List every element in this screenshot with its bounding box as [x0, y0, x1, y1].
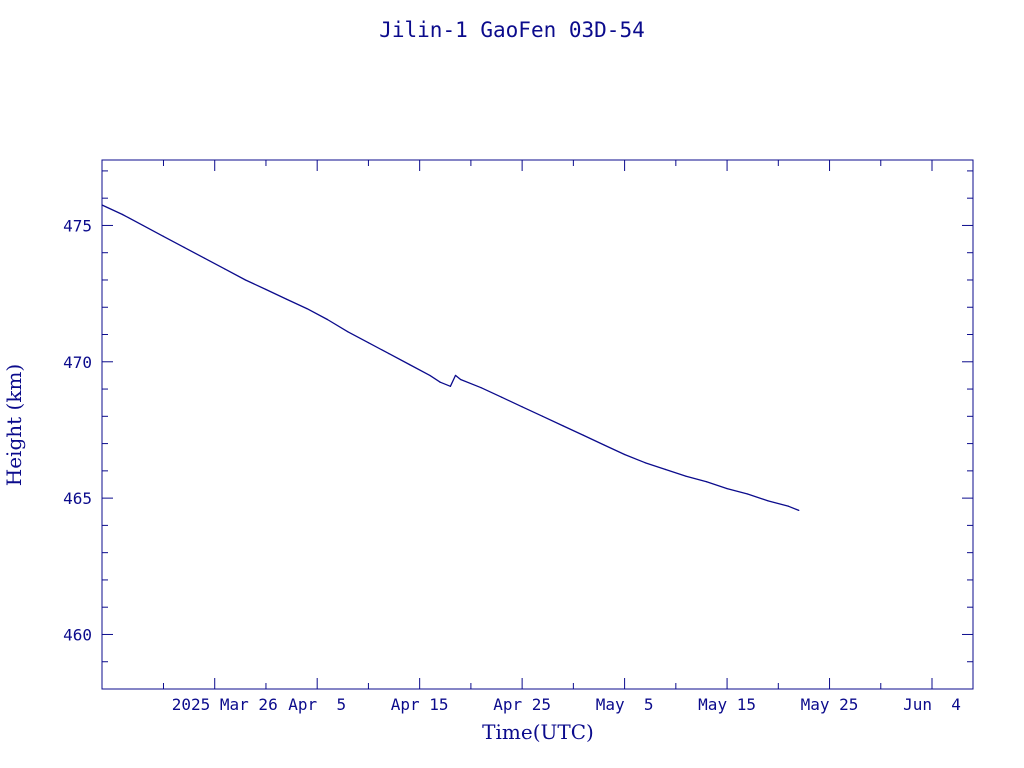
data-point	[183, 246, 185, 248]
data-point	[449, 385, 451, 387]
data-point	[664, 468, 667, 471]
data-point	[347, 331, 349, 333]
data-point	[306, 308, 308, 310]
data-point	[583, 434, 585, 437]
data-point	[480, 387, 482, 389]
data-point	[367, 342, 370, 344]
data-point	[767, 500, 769, 502]
data-point	[454, 374, 457, 377]
data-point	[521, 406, 523, 408]
y-axis-label: Height (km)	[2, 364, 26, 486]
y-tick-label: 460	[63, 625, 92, 644]
data-point	[408, 363, 411, 366]
data-point	[644, 462, 646, 464]
data-point	[162, 235, 165, 237]
y-tick-label: 465	[63, 489, 92, 508]
x-tick-label: Jun 4	[903, 695, 961, 714]
plot-area-frame	[101, 159, 974, 690]
data-point	[746, 493, 749, 495]
x-tick-label: May 25	[801, 695, 859, 714]
data-point	[787, 505, 790, 507]
data-point	[439, 381, 441, 383]
height-series-line	[101, 204, 800, 512]
data-point	[562, 425, 564, 427]
series-layer	[101, 204, 800, 512]
data-point	[224, 268, 226, 270]
data-point	[429, 374, 431, 377]
x-tick-label: 2025 Mar 26	[172, 695, 278, 714]
data-point	[501, 396, 503, 398]
data-point	[203, 257, 206, 259]
y-axis-ticks: 460 465 470 475	[63, 170, 973, 663]
data-point	[460, 378, 462, 381]
y-tick-label: 475	[63, 216, 92, 235]
data-point	[285, 298, 288, 300]
chart-title: Jilin-1 GaoFen 03D-54	[379, 18, 645, 42]
x-tick-label: May 15	[698, 695, 756, 714]
x-tick-label: May 5	[596, 695, 654, 714]
x-tick-label: Apr 5	[288, 695, 346, 714]
data-point	[326, 318, 329, 321]
data-point	[121, 213, 124, 216]
y-tick-label: 470	[63, 353, 92, 372]
data-point	[244, 279, 247, 281]
data-point	[624, 453, 626, 456]
x-tick-label: Apr 25	[493, 695, 551, 714]
x-axis-ticks: 2025 Mar 26 Apr 5 Apr 15 Apr 25 May 5 May 15 M…	[162, 160, 961, 714]
data-point	[265, 288, 267, 291]
data-point	[101, 204, 103, 206]
data-point	[388, 353, 390, 355]
data-point	[705, 481, 708, 483]
x-axis-label: Time(UTC)	[482, 720, 594, 744]
data-point	[798, 509, 800, 511]
data-point	[603, 444, 605, 446]
data-point	[142, 224, 144, 227]
x-tick-label: Apr 15	[391, 695, 449, 714]
data-point	[542, 415, 544, 417]
data-point	[685, 475, 687, 477]
data-point	[726, 487, 728, 490]
